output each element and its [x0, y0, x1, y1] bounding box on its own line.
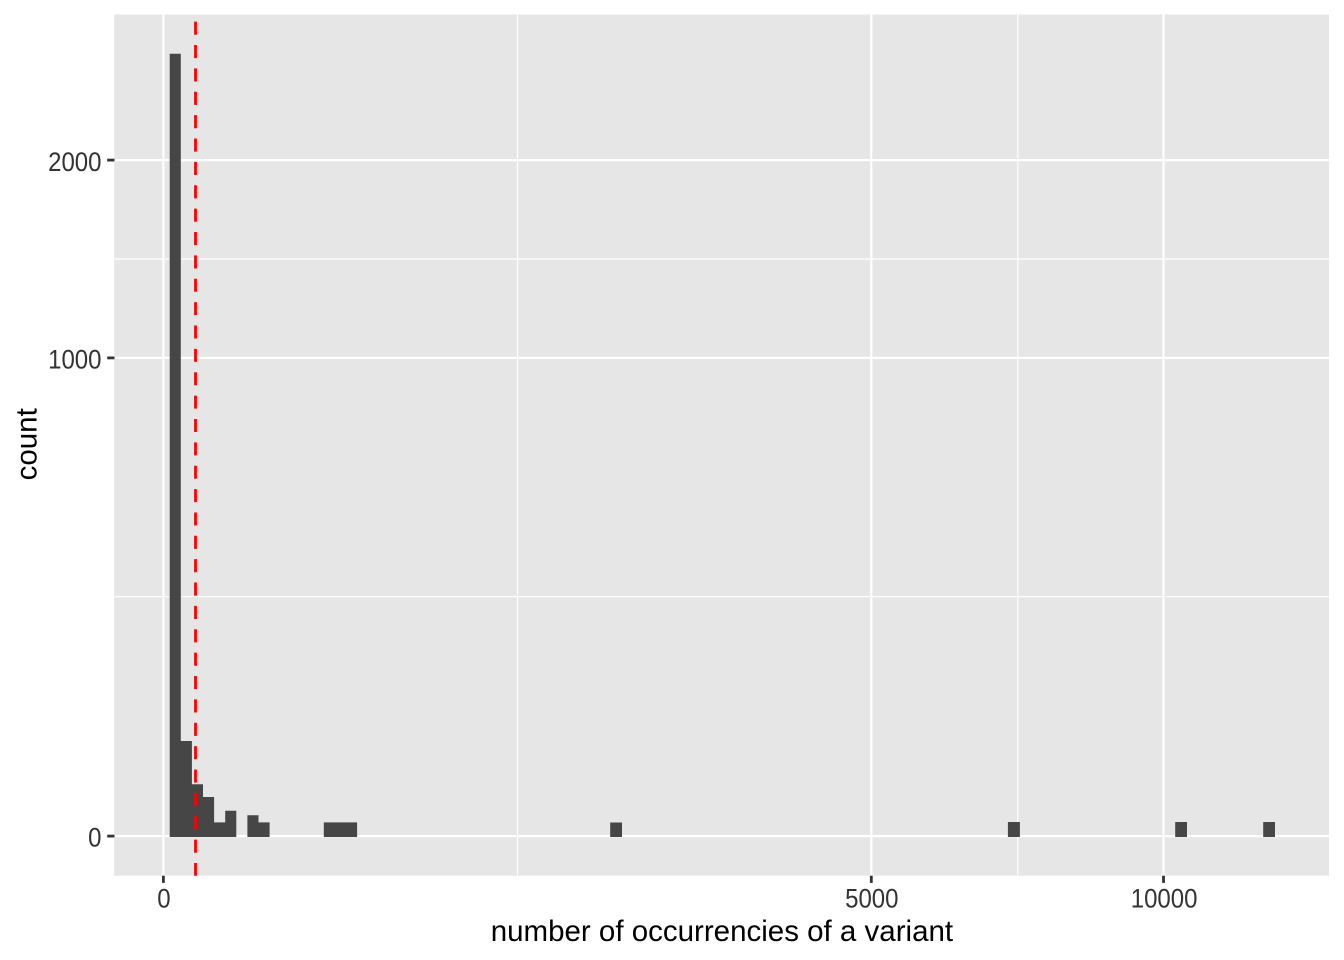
svg-text:0: 0 — [88, 823, 101, 852]
svg-text:1000: 1000 — [48, 346, 101, 375]
svg-text:0: 0 — [157, 884, 170, 913]
svg-text:5000: 5000 — [845, 884, 898, 913]
svg-text:2000: 2000 — [48, 148, 101, 177]
svg-text:number of occurrencies of a va: number of occurrencies of a variant — [491, 915, 953, 948]
svg-text:count: count — [10, 408, 43, 480]
svg-text:10000: 10000 — [1131, 884, 1198, 913]
